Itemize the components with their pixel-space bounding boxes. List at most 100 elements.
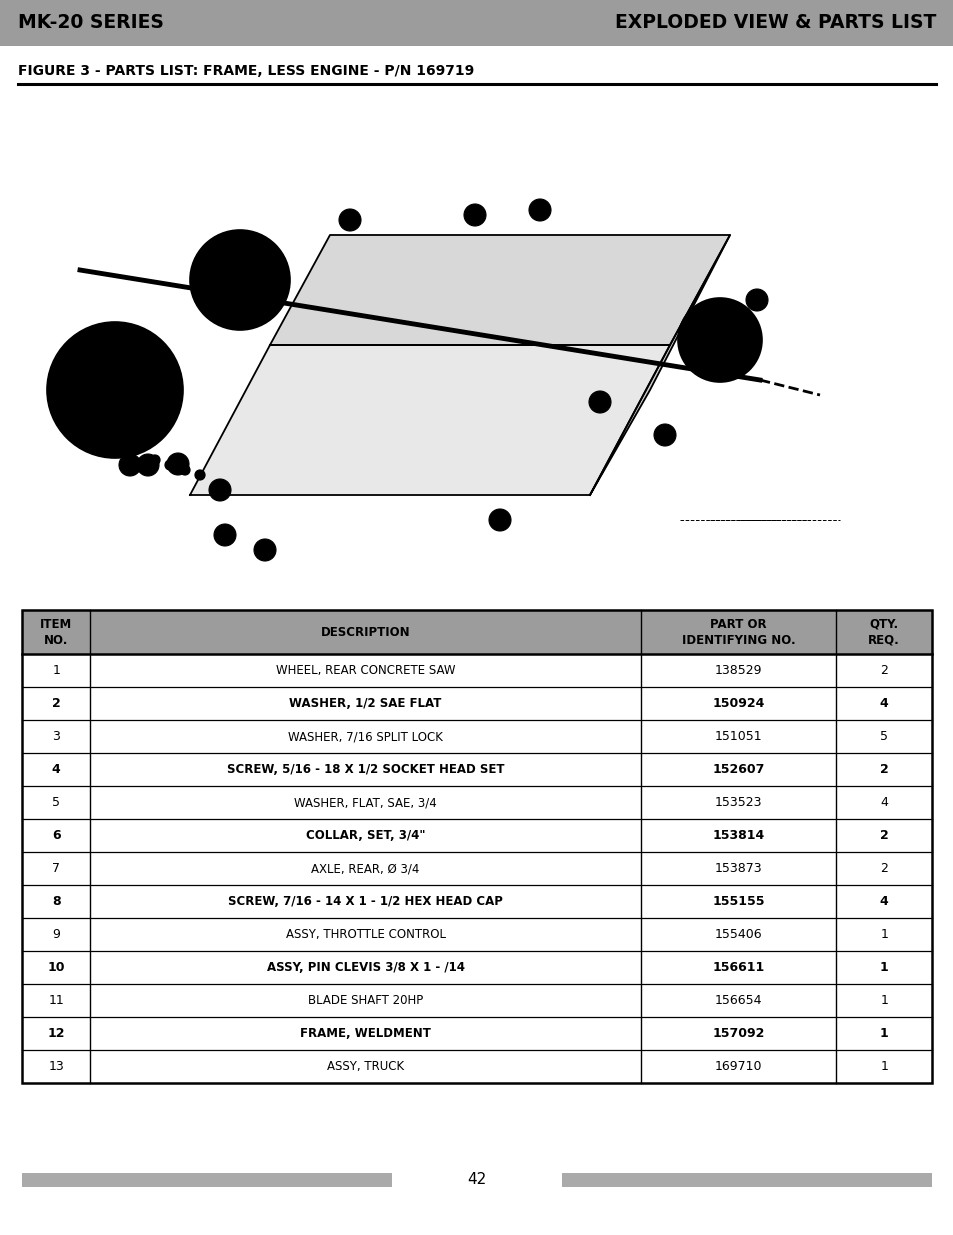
Text: 1: 1 [57,375,62,384]
Bar [22,785,931,819]
Circle shape [209,479,231,501]
Circle shape [703,324,735,356]
Circle shape [213,524,235,546]
Text: 3: 3 [128,461,132,469]
Text: 138529: 138529 [714,664,761,677]
Text: WASHER, 1/2 SAE FLAT: WASHER, 1/2 SAE FLAT [289,697,441,710]
Text: 10: 10 [48,961,65,974]
Text: 1: 1 [497,515,502,525]
Text: 10: 10 [535,205,544,215]
Bar [22,720,931,753]
Text: 13: 13 [49,1060,64,1073]
Text: ASSY, THROTTLE CONTROL: ASSY, THROTTLE CONTROL [285,927,445,941]
Text: 150924: 150924 [712,697,764,710]
Text: 153523: 153523 [714,797,761,809]
Text: 7: 7 [52,862,60,876]
Circle shape [150,454,160,466]
Bar [22,1173,392,1187]
Text: WHEEL, REAR CONCRETE SAW: WHEEL, REAR CONCRETE SAW [275,664,455,677]
Text: 155155: 155155 [712,895,764,908]
Text: 3: 3 [52,730,60,743]
Text: 2: 2 [879,763,887,776]
Text: 2: 2 [879,829,887,842]
Text: 2: 2 [880,664,887,677]
Circle shape [180,466,190,475]
Text: 155406: 155406 [714,927,761,941]
Text: 11: 11 [595,398,604,406]
Text: 9: 9 [52,927,60,941]
Text: ITEM
NO.: ITEM NO. [40,618,72,646]
Text: 2: 2 [51,697,60,710]
Polygon shape [190,345,669,495]
Text: PART OR
IDENTIFYING NO.: PART OR IDENTIFYING NO. [681,618,795,646]
Text: 4: 4 [879,895,887,908]
Text: 12: 12 [48,1028,65,1040]
Text: ASSY, PIN CLEVIS 3/8 X 1 - /14: ASSY, PIN CLEVIS 3/8 X 1 - /14 [266,961,464,974]
Bar [561,1173,931,1187]
Text: 153814: 153814 [712,829,764,842]
Bar [0,0,953,46]
Text: 8: 8 [51,895,60,908]
Bar [22,984,931,1016]
Circle shape [87,362,143,417]
Text: EXPLODED VIEW & PARTS LIST: EXPLODED VIEW & PARTS LIST [614,14,935,32]
Text: 13: 13 [260,546,270,555]
Text: 6: 6 [217,485,222,494]
Text: 2: 2 [347,215,352,225]
Text: SCREW, 7/16 - 14 X 1 - 1/2 HEX HEAD CAP: SCREW, 7/16 - 14 X 1 - 1/2 HEX HEAD CAP [228,895,502,908]
Text: 8: 8 [472,210,476,220]
Text: 4: 4 [880,797,887,809]
Circle shape [49,369,71,391]
Text: 5: 5 [880,730,887,743]
Circle shape [105,380,125,400]
Circle shape [654,424,676,446]
Circle shape [220,261,260,300]
Circle shape [489,509,511,531]
Circle shape [232,272,248,288]
Bar [22,610,931,655]
Circle shape [253,538,275,561]
Text: FIGURE 3 - PARTS LIST: FRAME, LESS ENGINE - P/N 169719: FIGURE 3 - PARTS LIST: FRAME, LESS ENGIN… [18,64,474,78]
Text: 1: 1 [880,927,887,941]
Text: WASHER, FLAT, SAE, 3/4: WASHER, FLAT, SAE, 3/4 [294,797,436,809]
Text: BLADE SHAFT 20HP: BLADE SHAFT 20HP [308,994,423,1007]
Circle shape [167,453,189,475]
Text: 9: 9 [754,295,759,305]
Text: 1: 1 [880,1060,887,1073]
Text: 42: 42 [467,1172,486,1188]
Text: 169710: 169710 [714,1060,761,1073]
Text: 156654: 156654 [714,994,761,1007]
Bar [22,819,931,852]
Bar [22,610,931,1083]
Bar [22,753,931,785]
Text: 1: 1 [880,994,887,1007]
Text: COLLAR, SET, 3/4": COLLAR, SET, 3/4" [306,829,425,842]
Text: 5: 5 [175,459,180,468]
Text: MK-20 SERIES: MK-20 SERIES [18,14,164,32]
Circle shape [463,204,485,226]
Text: DESCRIPTION: DESCRIPTION [320,625,410,638]
Polygon shape [270,235,729,345]
Circle shape [137,454,159,475]
Text: 12: 12 [220,531,230,540]
Text: 6: 6 [51,829,60,842]
Text: 5: 5 [52,797,60,809]
Text: 4: 4 [51,763,60,776]
Text: 153873: 153873 [714,862,761,876]
Text: 11: 11 [49,994,64,1007]
Circle shape [338,209,360,231]
Bar [22,918,931,951]
Bar [22,1016,931,1050]
Bar [22,885,931,918]
Text: 157092: 157092 [712,1028,764,1040]
Text: AXLE, REAR, Ø 3/4: AXLE, REAR, Ø 3/4 [311,862,419,876]
Text: ASSY, TRUCK: ASSY, TRUCK [327,1060,404,1073]
Bar [22,852,931,885]
Text: 7: 7 [662,431,667,440]
Circle shape [165,459,174,471]
Circle shape [588,391,610,412]
Circle shape [190,230,290,330]
Text: 152607: 152607 [712,763,764,776]
Bar [22,951,931,984]
Polygon shape [589,235,729,495]
